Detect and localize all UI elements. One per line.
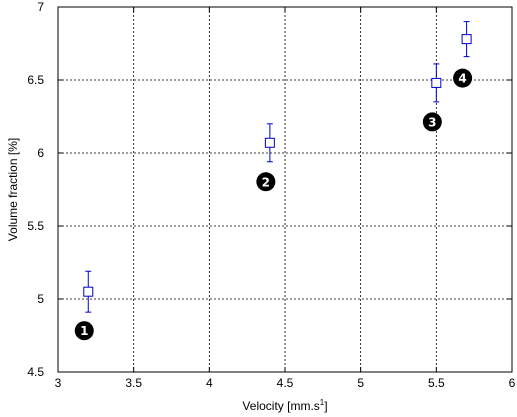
point-marker — [461, 34, 472, 45]
axis-ticks — [57, 6, 513, 373]
point-number-label: 4 — [458, 72, 466, 86]
y-tick-label: 4.5 — [27, 365, 44, 379]
data-point: 3 — [422, 63, 442, 132]
y-tick-label: 6.5 — [27, 73, 44, 87]
x-tick-label: 4.5 — [277, 376, 294, 390]
point-marker — [431, 77, 442, 88]
y-tick-label: 5 — [37, 292, 44, 306]
point-number-badge — [422, 112, 442, 132]
x-tick-label: 3.5 — [125, 376, 142, 390]
x-axis-label-suffix: ] — [324, 399, 327, 413]
point-number-label: 1 — [80, 324, 88, 338]
point-marker — [264, 137, 275, 148]
y-tick-label: 7 — [37, 0, 44, 14]
x-tick-label: 5 — [357, 376, 364, 390]
data-series: 1 2 3 4 — [74, 21, 473, 341]
x-tick-label: 5.5 — [428, 376, 445, 390]
y-axis-label: Volume fraction [%] — [6, 138, 20, 241]
point-marker — [83, 286, 94, 297]
x-axis-label: Velocity [mm.s1] — [242, 398, 327, 413]
y-tick-labels: 4.5 5 5.5 6 6.5 7 — [27, 0, 44, 379]
data-point: 1 — [74, 270, 94, 341]
x-tick-label: 6 — [509, 376, 516, 390]
point-number-badge — [453, 68, 473, 88]
point-number-label: 3 — [428, 115, 436, 129]
x-axis-label-main: Velocity [mm.s — [242, 399, 319, 413]
plot-frame — [57, 6, 513, 373]
x-tick-labels: 3 3.5 4 4.5 5 5.5 6 — [55, 376, 516, 390]
point-number-badge — [256, 172, 276, 192]
data-point: 2 — [256, 123, 276, 192]
point-number-label: 2 — [262, 175, 270, 189]
y-tick-label: 5.5 — [27, 219, 44, 233]
x-axis-label-superscript: 1 — [320, 398, 325, 407]
x-tick-label: 3 — [55, 376, 62, 390]
point-number-badge — [74, 321, 94, 341]
data-point: 4 — [453, 21, 473, 88]
y-tick-label: 6 — [37, 146, 44, 160]
x-tick-label: 4 — [206, 376, 213, 390]
grid-lines — [58, 7, 512, 372]
